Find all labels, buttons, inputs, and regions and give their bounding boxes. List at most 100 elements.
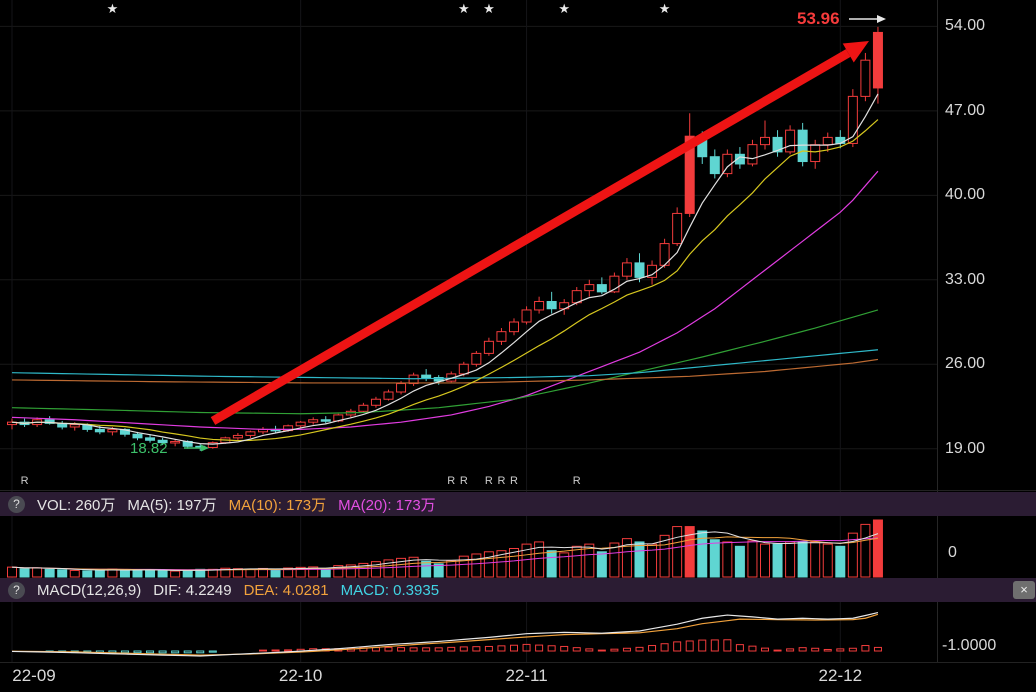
volume-bar <box>659 534 670 578</box>
event-star-icon[interactable]: ★ <box>458 1 470 16</box>
candle-body <box>107 428 118 433</box>
volume-bar <box>797 541 808 578</box>
r-marker[interactable]: R <box>510 475 518 487</box>
macd-histogram-bar <box>673 641 682 652</box>
candle-body <box>634 262 645 278</box>
help-icon[interactable]: ? <box>8 581 25 599</box>
volume-bar <box>295 566 306 578</box>
candle-body <box>534 301 545 311</box>
r-marker[interactable]: R <box>447 475 455 487</box>
close-macd-button[interactable]: × <box>1013 581 1035 599</box>
macd-histogram-bar <box>535 644 544 652</box>
volume-bar <box>69 569 80 578</box>
time-axis-label: 22-11 <box>505 666 548 685</box>
event-star-icon[interactable]: ★ <box>483 1 495 16</box>
volume-bar <box>822 543 833 578</box>
macd-histogram-bar <box>786 648 795 652</box>
r-marker[interactable]: R <box>573 475 581 487</box>
macd-histogram-bar <box>146 650 155 654</box>
macd-histogram-bar <box>447 646 456 652</box>
macd-histogram-bar <box>510 644 518 652</box>
volume-bar <box>860 523 871 578</box>
candle-body <box>483 340 494 354</box>
trend-arrow <box>210 49 851 425</box>
volume-bar <box>483 551 494 578</box>
ma-line-ma60 <box>11 349 879 380</box>
volume-bar <box>672 526 683 578</box>
macd-chart-panel[interactable] <box>0 602 1036 662</box>
volume-bar <box>847 532 858 578</box>
volume-bar <box>496 550 507 578</box>
candle-body <box>132 433 143 439</box>
candle-body <box>320 419 331 422</box>
dea-line <box>11 613 879 656</box>
macd-histogram-bar <box>271 649 280 652</box>
r-marker[interactable]: R <box>485 475 493 487</box>
volume-bar <box>370 561 381 578</box>
macd-histogram-bar <box>158 650 167 654</box>
macd-histogram-bar <box>434 647 443 652</box>
volume-bar <box>57 569 68 578</box>
macd-histogram-bar <box>748 645 757 652</box>
event-star-icon[interactable]: ★ <box>107 1 119 16</box>
volume-bar <box>283 567 294 578</box>
ma-line-ma30 <box>11 309 879 415</box>
macd-dif-label: DIF: 4.2249 <box>153 581 232 599</box>
time-axis-label: 22-12 <box>818 666 863 685</box>
macd-histogram-bar <box>761 647 769 652</box>
event-star-icon[interactable]: ★ <box>558 1 570 16</box>
macd-dea-label: DEA: 4.0281 <box>243 581 329 599</box>
help-icon[interactable]: ? <box>8 495 25 513</box>
volume-bar <box>596 551 607 578</box>
kline-chart-panel[interactable] <box>0 0 1036 490</box>
candle-body <box>621 262 632 277</box>
candle-body <box>521 309 532 323</box>
price-axis-label: 33.00 <box>945 270 986 288</box>
candle-body <box>596 284 607 293</box>
candle-body <box>358 404 369 412</box>
candle-body <box>232 434 243 439</box>
candle-body <box>433 377 444 382</box>
macd-histogram-bar <box>522 643 531 652</box>
volume-bar <box>571 545 582 578</box>
volume-bar <box>333 565 344 578</box>
candle-body <box>421 374 432 379</box>
candle-body <box>684 135 695 214</box>
volume-bar <box>383 559 394 578</box>
volume-bar <box>458 555 469 578</box>
macd-histogram-bar <box>284 649 293 652</box>
candle-body <box>872 31 883 89</box>
volume-bar <box>509 548 519 578</box>
volume-bar <box>634 541 645 578</box>
macd-histogram-bar <box>735 644 744 652</box>
candle-body <box>446 373 457 382</box>
volume-bar <box>760 543 770 578</box>
candle-body <box>584 284 595 292</box>
r-marker[interactable]: R <box>21 475 29 487</box>
event-star-icon[interactable]: ★ <box>659 1 671 16</box>
volume-bar <box>684 526 695 578</box>
low-pointer-arrow-head <box>201 444 209 452</box>
r-marker[interactable]: R <box>460 475 468 487</box>
candle-body <box>734 153 745 165</box>
volume-bar <box>408 556 419 578</box>
r-marker[interactable]: R <box>497 475 505 487</box>
dif-line <box>11 611 879 657</box>
macd-histogram-bar <box>685 640 694 652</box>
volume-bar <box>44 568 55 578</box>
volume-bar <box>609 542 620 578</box>
macd-histogram-bar <box>259 649 267 652</box>
candle-body <box>672 212 683 245</box>
candle-body <box>471 352 482 365</box>
high-pointer-arrow-head <box>877 15 886 23</box>
macd-histogram-bar <box>836 648 845 652</box>
price-axis-label: 54.00 <box>945 17 986 35</box>
macd-histogram-bar <box>648 645 657 652</box>
volume-bar <box>471 553 482 578</box>
volume-bar <box>358 562 369 578</box>
macd-histogram-bar <box>873 646 882 652</box>
volume-chart-panel[interactable] <box>0 516 1036 577</box>
volume-bar <box>433 563 444 578</box>
volume-bar <box>722 541 733 578</box>
